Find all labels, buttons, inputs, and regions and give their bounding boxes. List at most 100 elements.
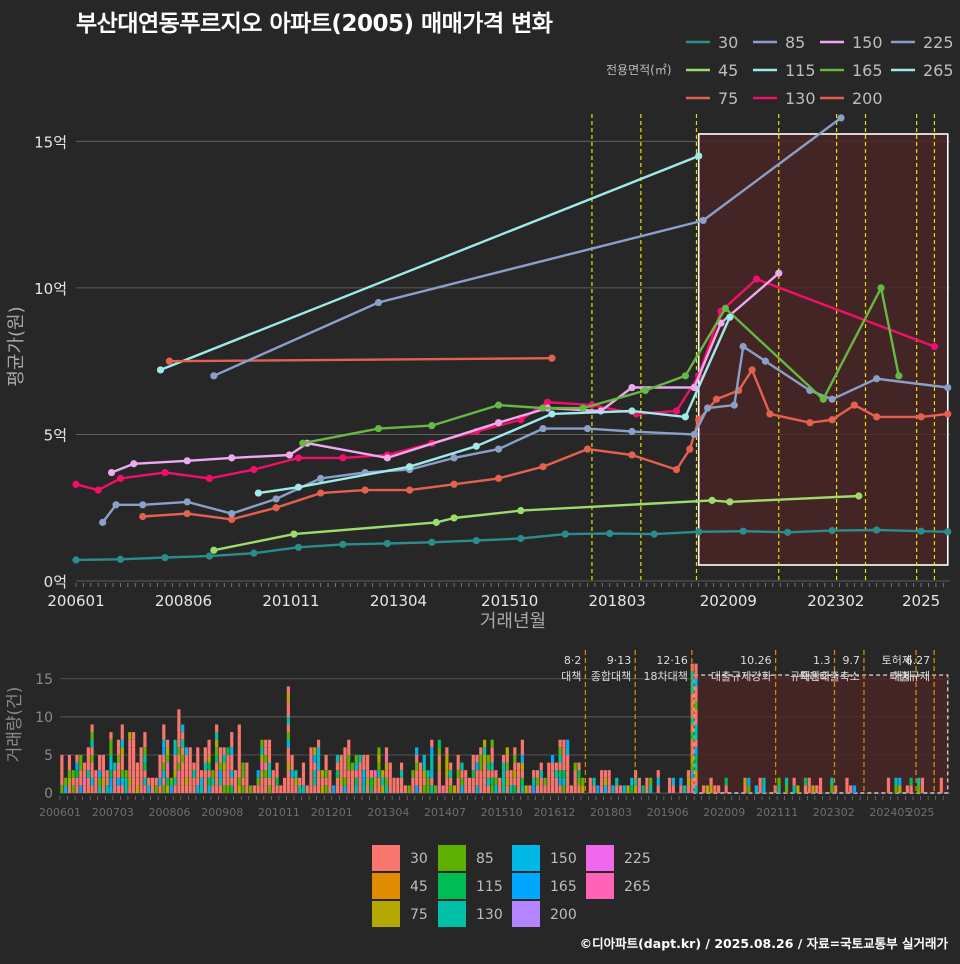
volume-bar-segment bbox=[135, 770, 139, 778]
volume-bar-segment bbox=[690, 724, 694, 733]
legend-label: 130 bbox=[785, 89, 816, 108]
volume-bar-segment bbox=[743, 785, 747, 793]
volume-bar-segment bbox=[520, 747, 524, 755]
volume-bar-segment bbox=[82, 770, 87, 778]
volume-bar-segment bbox=[437, 747, 441, 755]
volume-bar-segment bbox=[60, 777, 64, 786]
volume-bar-segment bbox=[260, 777, 264, 786]
volume-bar-segment bbox=[109, 785, 113, 793]
volume-bar-segment bbox=[520, 785, 524, 793]
volume-bar-segment bbox=[562, 739, 566, 748]
data-point-165 bbox=[374, 424, 383, 433]
volume-bar-segment bbox=[358, 777, 362, 786]
legend-label: 75 bbox=[718, 89, 738, 108]
volume-bar-segment bbox=[415, 785, 419, 793]
volume-bar-segment bbox=[158, 785, 162, 793]
volume-bar-segment bbox=[320, 785, 324, 793]
volume-bar-segment bbox=[332, 785, 336, 793]
volume-legend-swatch-225 bbox=[586, 845, 614, 871]
volume-bar-segment bbox=[132, 762, 136, 771]
data-point-225 bbox=[210, 372, 218, 380]
volume-bar-segment bbox=[592, 777, 596, 786]
policy-label: 9·13 bbox=[607, 654, 632, 667]
volume-bar-segment bbox=[339, 762, 343, 771]
volume-bar-segment bbox=[192, 785, 196, 793]
volume-bar-segment bbox=[309, 754, 313, 763]
volume-bar-segment bbox=[177, 747, 181, 755]
volume-bar-segment bbox=[475, 770, 479, 778]
y-axis-title: 평균가(원) bbox=[6, 306, 27, 386]
volume-bar-segment bbox=[196, 770, 200, 778]
volume-bar-segment bbox=[290, 762, 294, 771]
volume-bar-segment bbox=[218, 770, 223, 778]
volume-bar-segment bbox=[449, 770, 453, 778]
volume-bar-segment bbox=[165, 762, 170, 771]
volume-bar-segment bbox=[535, 777, 540, 786]
volume-bar-segment bbox=[554, 770, 558, 778]
volume-bar-segment bbox=[124, 785, 128, 793]
data-point-45 bbox=[210, 546, 218, 554]
volume-bar-segment bbox=[849, 785, 853, 793]
volume-bar-segment bbox=[101, 754, 106, 763]
data-point-150 bbox=[228, 454, 236, 462]
volume-bar-segment bbox=[324, 785, 328, 793]
volume-bar-segment bbox=[196, 762, 200, 771]
volume-bar-segment bbox=[445, 747, 449, 755]
volume-bar-segment bbox=[215, 770, 219, 778]
volume-bar-segment bbox=[796, 785, 800, 793]
volume-bar-segment bbox=[64, 785, 68, 793]
volume-bar-segment bbox=[71, 770, 75, 778]
volume-bar-segment bbox=[173, 785, 177, 793]
volume-bar-segment bbox=[237, 724, 241, 733]
data-point-85 bbox=[539, 424, 547, 433]
volume-bar-segment bbox=[301, 785, 306, 793]
volume-bar-segment bbox=[445, 770, 449, 778]
volume-bar-segment bbox=[456, 777, 460, 786]
volume-bar-segment bbox=[479, 785, 483, 793]
volume-bar-segment bbox=[158, 762, 162, 771]
volume-bar-segment bbox=[426, 785, 430, 793]
data-point-30 bbox=[650, 530, 658, 538]
volume-bar-segment bbox=[294, 770, 298, 778]
volume-bar-segment bbox=[384, 762, 389, 771]
legend-label: 45 bbox=[718, 61, 738, 80]
data-point-75 bbox=[917, 413, 925, 421]
volume-bar-segment bbox=[399, 777, 404, 786]
series-line-165 bbox=[302, 286, 900, 445]
volume-bar-segment bbox=[637, 785, 641, 793]
data-point-130 bbox=[205, 474, 214, 483]
series-line-200 bbox=[169, 357, 552, 363]
volume-bar-segment bbox=[86, 747, 90, 755]
volume-bar-segment bbox=[362, 754, 366, 763]
volume-bar-segment bbox=[426, 777, 430, 786]
volume-bar-segment bbox=[758, 785, 762, 793]
volume-bar-segment bbox=[324, 777, 328, 786]
volume-legend-swatch-130 bbox=[438, 901, 466, 927]
x-tick-label: 201011 bbox=[262, 592, 319, 610]
volume-bar-segment bbox=[241, 762, 245, 771]
volume-bar-segment bbox=[60, 770, 64, 778]
volume-bar-segment bbox=[143, 747, 147, 755]
volume-bar-segment bbox=[396, 785, 400, 793]
data-point-75 bbox=[183, 509, 191, 518]
volume-bar-segment bbox=[388, 762, 392, 771]
volume-bar-segment bbox=[347, 747, 351, 755]
volume-bar-segment bbox=[162, 770, 166, 778]
volume-bar-segment bbox=[690, 701, 694, 710]
volume-bar-segment bbox=[316, 739, 321, 748]
volume-bar-segment bbox=[596, 785, 600, 793]
volume-legend-label: 45 bbox=[410, 879, 428, 895]
volume-bar-segment bbox=[430, 747, 434, 755]
data-point-85 bbox=[873, 375, 881, 383]
volume-bar-segment bbox=[562, 785, 566, 793]
data-point-130 bbox=[672, 407, 681, 415]
volume-bar-segment bbox=[105, 770, 109, 778]
volume-bar-segment bbox=[694, 754, 698, 763]
volume-bar-segment bbox=[158, 754, 162, 763]
data-point-265 bbox=[548, 410, 556, 418]
volume-bar-segment bbox=[373, 770, 377, 778]
volume-bar-segment bbox=[690, 694, 694, 702]
volume-bar-segment bbox=[686, 777, 691, 786]
policy-label: 토허제 bbox=[882, 654, 912, 667]
volume-bar-segment bbox=[384, 747, 389, 755]
